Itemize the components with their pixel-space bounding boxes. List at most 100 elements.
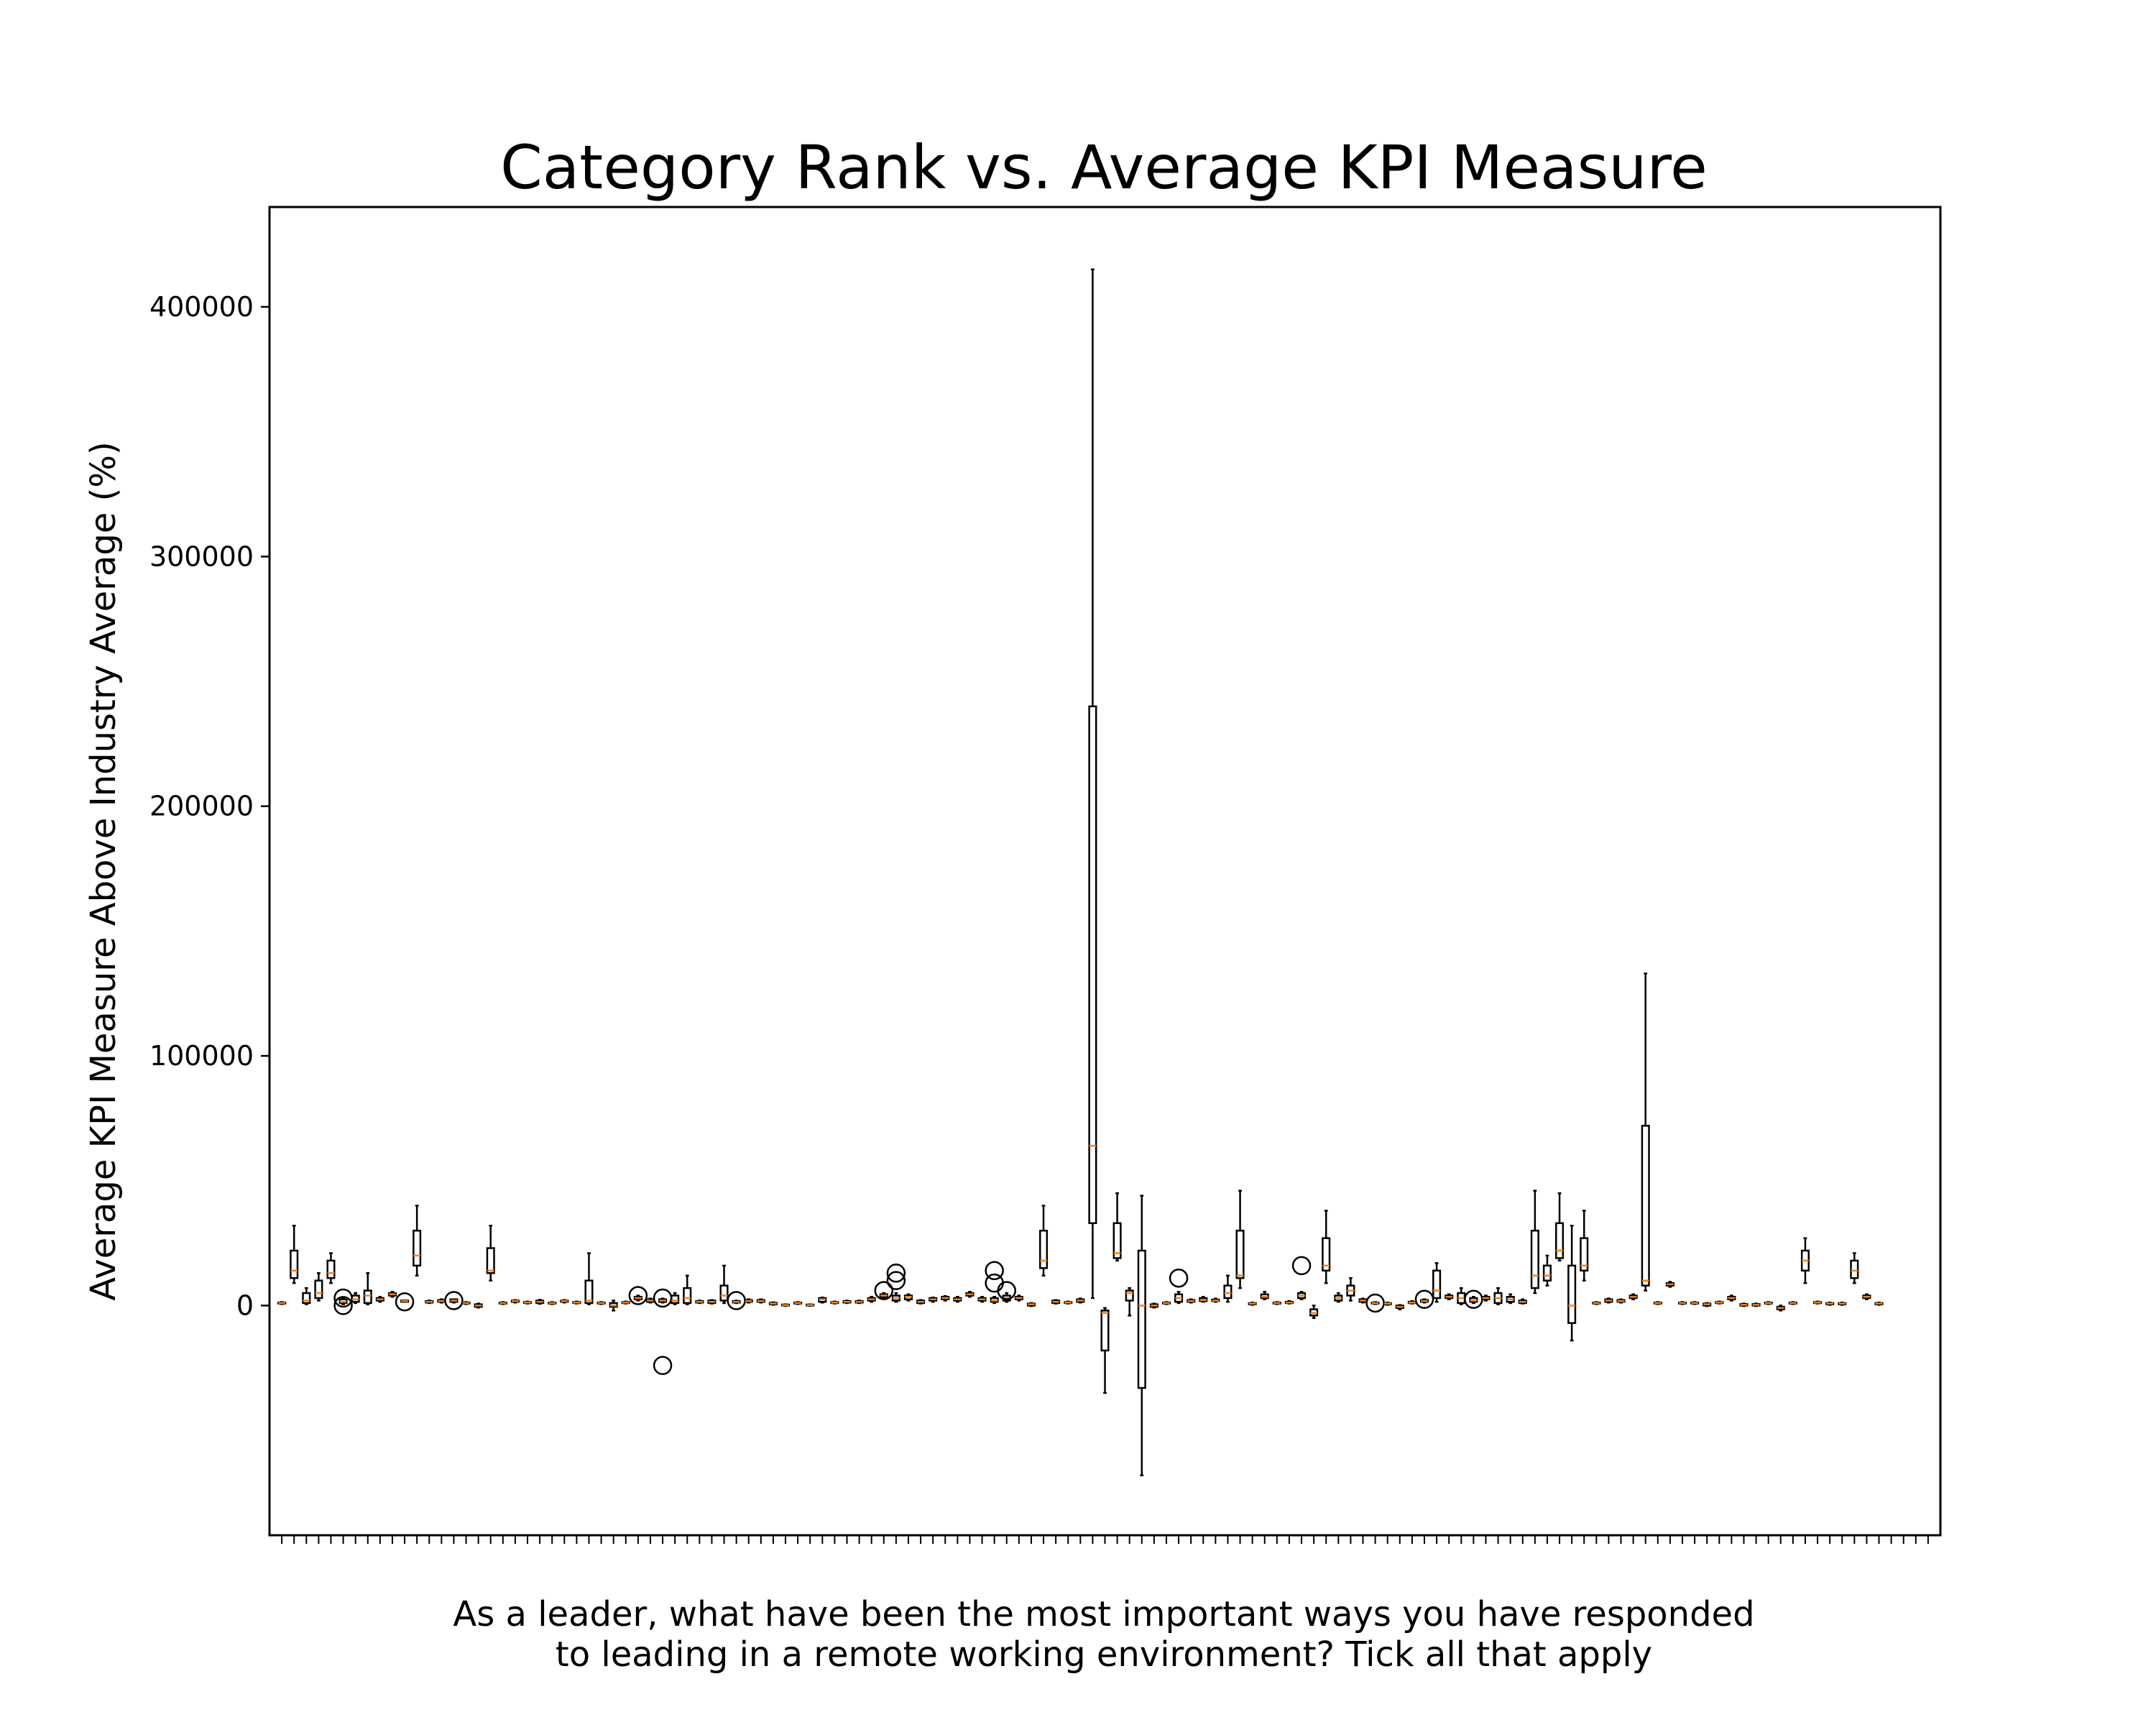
box-50 (874, 1281, 894, 1300)
box-113 (1653, 1301, 1662, 1305)
outlier-point (1291, 1256, 1312, 1276)
box-53 (916, 1299, 926, 1305)
x-axis-ticks (281, 1535, 1929, 1544)
box-108 (1592, 1301, 1601, 1305)
box-127 (1825, 1302, 1835, 1306)
outlier-point (1169, 1268, 1189, 1288)
box-72 (1149, 1302, 1158, 1309)
box-80 (1248, 1302, 1257, 1306)
iqr-box (290, 1249, 299, 1279)
box-119 (1727, 1294, 1736, 1302)
chart-title: Category Rank vs. Average KPI Measure (500, 132, 1708, 203)
iqr-box (1567, 1264, 1577, 1324)
box-18 (486, 1225, 495, 1282)
box-55 (941, 1294, 950, 1302)
box-91 (1383, 1302, 1392, 1306)
box-series (277, 268, 1884, 1476)
box-58 (977, 1296, 987, 1303)
box-21 (522, 1300, 533, 1305)
y-tick-label: 200000 (149, 791, 254, 822)
y-tick-label: 0 (236, 1289, 254, 1321)
box-17 (474, 1302, 483, 1309)
box-15 (444, 1291, 464, 1310)
box-78 (1223, 1274, 1233, 1303)
box-124 (1788, 1301, 1797, 1305)
box-52 (903, 1293, 913, 1302)
box-116 (1690, 1301, 1700, 1305)
outlier-point (628, 1286, 648, 1305)
iqr-box (413, 1229, 422, 1267)
iqr-box (1850, 1259, 1859, 1279)
iqr-box (1223, 1284, 1233, 1300)
box-7 (351, 1292, 360, 1305)
box-5 (326, 1252, 336, 1284)
iqr-box (1235, 1229, 1245, 1279)
box-118 (1715, 1300, 1724, 1305)
outlier-point (985, 1261, 1004, 1281)
box-66 (1076, 1297, 1085, 1304)
iqr-box (302, 1292, 311, 1305)
iqr-box (584, 1279, 594, 1305)
y-axis-ticks: 0 100000 200000 300000 400000 (149, 291, 270, 1321)
x-axis-label-line-1: As a leader, what have been the most imp… (453, 1594, 1754, 1634)
box-2 (290, 1225, 299, 1284)
iqr-box (1088, 705, 1097, 1225)
box-20 (510, 1299, 520, 1304)
box-125 (1800, 1237, 1810, 1284)
box-19 (498, 1301, 507, 1305)
box-36 (707, 1299, 717, 1305)
y-tick-label: 100000 (149, 1040, 254, 1072)
box-95 (1432, 1262, 1442, 1303)
box-123 (1776, 1305, 1785, 1312)
box-25 (572, 1300, 581, 1305)
outlier-point (985, 1273, 1004, 1293)
box-86 (1322, 1210, 1331, 1284)
box-114 (1665, 1281, 1674, 1288)
box-16 (461, 1301, 471, 1305)
box-12 (413, 1205, 422, 1276)
box-11 (395, 1292, 415, 1312)
box-84 (1291, 1256, 1312, 1300)
box-98 (1464, 1289, 1483, 1309)
iqr-box (1555, 1222, 1565, 1259)
box-117 (1703, 1302, 1712, 1307)
iqr-box (486, 1247, 495, 1274)
box-22 (535, 1299, 545, 1305)
box-59 (985, 1261, 1004, 1305)
iqr-box (671, 1294, 680, 1305)
box-81 (1260, 1291, 1269, 1300)
box-65 (1064, 1300, 1073, 1305)
iqr-box (1125, 1289, 1134, 1302)
box-131 (1874, 1302, 1884, 1306)
box-8 (363, 1272, 372, 1305)
box-62 (1026, 1302, 1036, 1307)
box-129 (1850, 1252, 1859, 1284)
box-13 (425, 1300, 434, 1305)
box-101 (1506, 1293, 1515, 1305)
x-axis-label-line-2: to leading in a remote working environme… (556, 1634, 1652, 1675)
box-61 (1014, 1294, 1023, 1302)
outlier-point (653, 1356, 673, 1376)
iqr-box (1322, 1237, 1331, 1272)
box-89 (1358, 1297, 1368, 1304)
outlier-point (997, 1281, 1016, 1300)
box-94 (1414, 1289, 1434, 1309)
box-9 (375, 1296, 384, 1303)
box-122 (1764, 1301, 1773, 1305)
box-71 (1137, 1195, 1146, 1476)
box-54 (929, 1297, 938, 1303)
box-100 (1493, 1287, 1503, 1305)
box-105 (1555, 1192, 1565, 1262)
box-75 (1187, 1298, 1196, 1304)
box-88 (1346, 1276, 1355, 1302)
box-44 (806, 1303, 815, 1307)
box-38 (727, 1291, 746, 1310)
box-126 (1813, 1300, 1823, 1305)
outlier-point (886, 1264, 906, 1283)
box-104 (1542, 1254, 1552, 1287)
box-90 (1365, 1293, 1385, 1313)
box-35 (695, 1300, 704, 1305)
box-45 (818, 1297, 827, 1304)
box-4 (314, 1272, 323, 1302)
